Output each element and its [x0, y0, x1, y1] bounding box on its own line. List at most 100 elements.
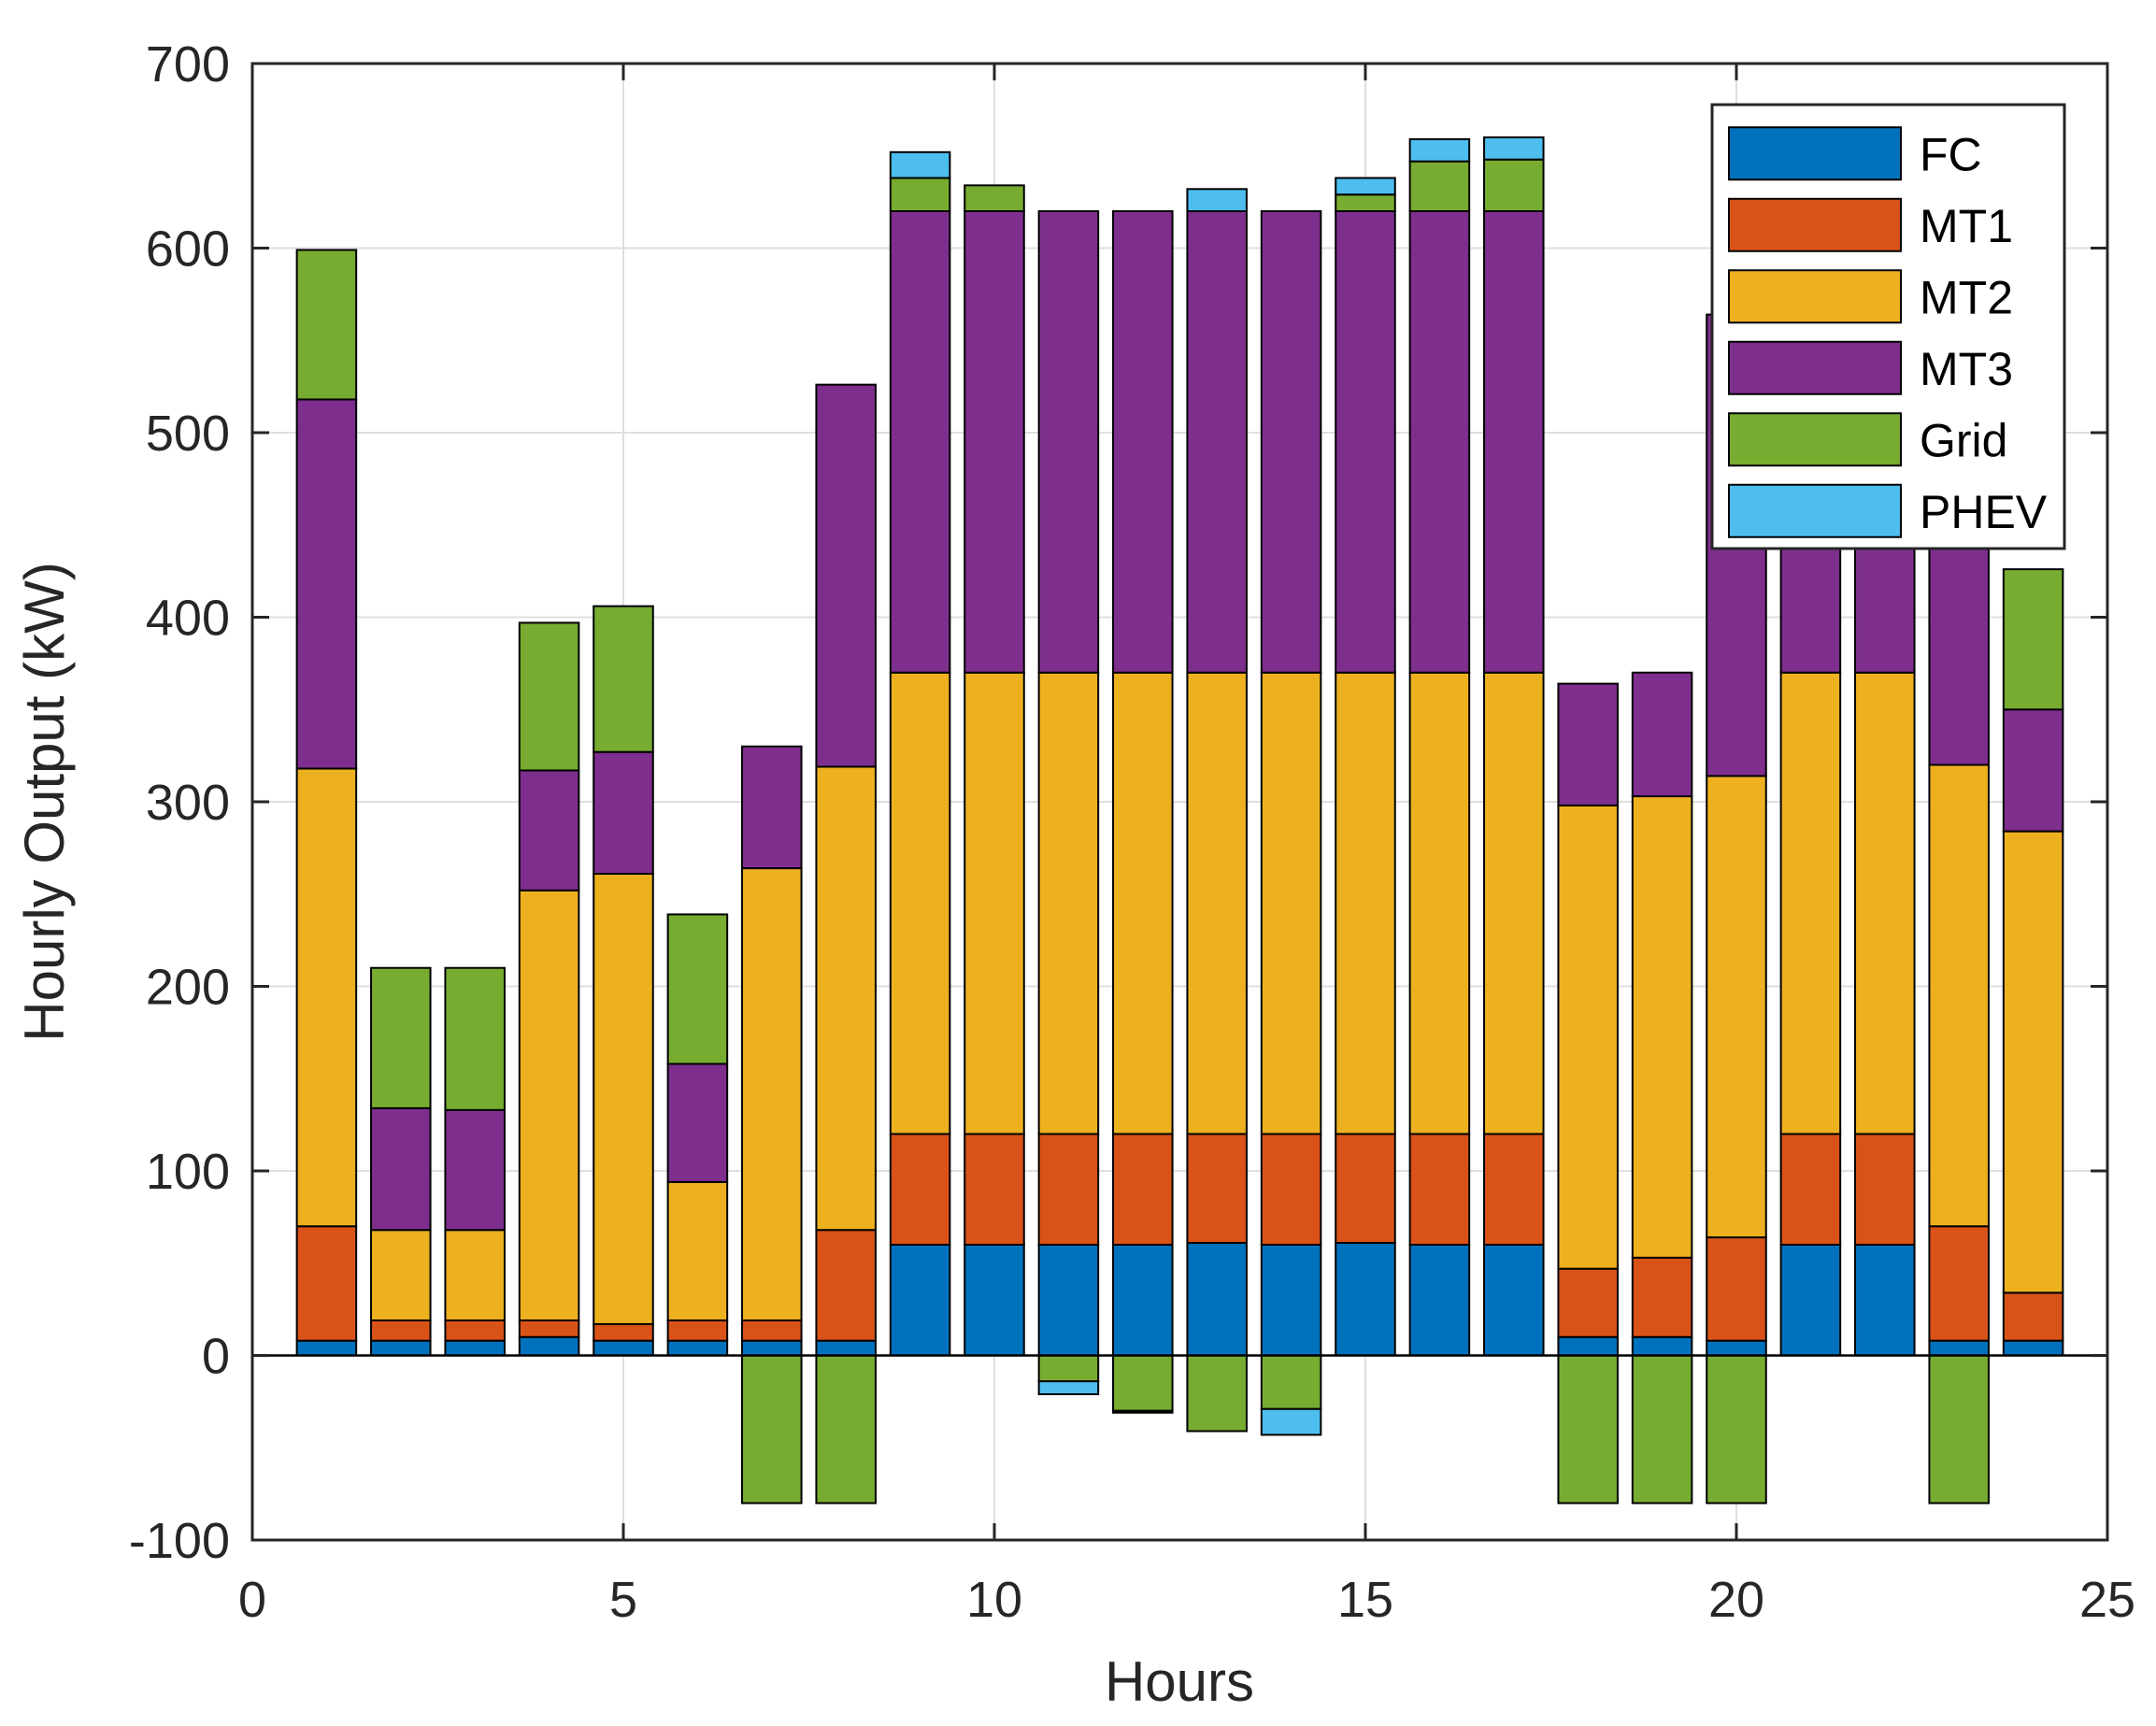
bar-segment-phev-hour-12	[1112, 1409, 1174, 1414]
bar-segment-fc-hour-23	[1928, 1339, 1990, 1357]
bar-segment-fc-hour-16	[1408, 1244, 1471, 1357]
bar-segment-phev-hour-11	[1037, 1380, 1100, 1395]
bar-segment-mt3-hour-17	[1483, 210, 1545, 674]
bar-segment-mt2-hour-4	[518, 889, 580, 1321]
bar-segment-fc-hour-6	[666, 1339, 729, 1357]
bar-segment-mt3-hour-10	[964, 210, 1025, 674]
x-axis-label: Hours	[1105, 1650, 1254, 1713]
bar-segment-mt1-hour-3	[444, 1319, 506, 1342]
bar-segment-grid-hour-14	[1260, 1354, 1322, 1410]
x-tick-label: 5	[609, 1572, 637, 1628]
bar-segment-mt2-hour-7	[741, 867, 803, 1321]
bar-segment-mt2-hour-19	[1631, 795, 1693, 1259]
bar-segment-fc-hour-2	[370, 1339, 432, 1357]
bar-segment-mt1-hour-14	[1260, 1133, 1322, 1246]
y-tick-label: 100	[146, 1144, 230, 1200]
bar-segment-fc-hour-24	[2002, 1339, 2064, 1357]
y-tick-label: 700	[146, 36, 230, 93]
bar-segment-mt1-hour-9	[889, 1133, 951, 1246]
bar-segment-mt1-hour-20	[1706, 1236, 1767, 1342]
legend-label-mt1: MT1	[1920, 200, 2013, 252]
bar-segment-fc-hour-11	[1037, 1244, 1100, 1357]
bar-segment-mt1-hour-22	[1854, 1133, 1916, 1246]
bar-segment-mt2-hour-6	[666, 1180, 729, 1321]
bar-segment-mt3-hour-14	[1260, 210, 1322, 674]
bar-segment-fc-hour-8	[815, 1339, 877, 1357]
bar-segment-grid-hour-15	[1335, 193, 1396, 213]
bar-segment-mt2-hour-22	[1854, 671, 1916, 1135]
bar-segment-mt3-hour-11	[1037, 210, 1100, 674]
bar-segment-mt1-hour-8	[815, 1229, 877, 1342]
bar-segment-fc-hour-12	[1112, 1244, 1174, 1357]
bar-segment-mt2-hour-20	[1706, 775, 1767, 1239]
bar-segment-mt1-hour-11	[1037, 1133, 1100, 1246]
bar-segment-grid-hour-12	[1112, 1354, 1174, 1412]
bar-segment-mt1-hour-24	[2002, 1291, 2064, 1342]
bar-segment-grid-hour-20	[1706, 1354, 1767, 1505]
bar-segment-mt2-hour-13	[1186, 671, 1248, 1135]
bar-segment-grid-hour-18	[1557, 1354, 1619, 1505]
bar-segment-mt2-hour-9	[889, 671, 951, 1135]
bar-segment-fc-hour-10	[964, 1244, 1025, 1357]
bar-segment-phev-hour-17	[1483, 136, 1545, 161]
x-tick-label: 0	[238, 1572, 266, 1628]
bar-segment-mt3-hour-19	[1631, 671, 1693, 798]
legend-swatch-grid	[1728, 412, 1902, 467]
bar-segment-grid-hour-4	[518, 621, 580, 772]
bar-segment-mt2-hour-8	[815, 765, 877, 1232]
bar-segment-fc-hour-13	[1186, 1242, 1248, 1357]
bar-segment-mt2-hour-11	[1037, 671, 1100, 1135]
bar-segment-fc-hour-9	[889, 1244, 951, 1357]
bar-segment-mt2-hour-23	[1928, 763, 1990, 1228]
y-axis-label: Hourly Output (kW)	[13, 562, 76, 1041]
bar-segment-mt3-hour-18	[1557, 682, 1619, 806]
bar-segment-grid-hour-7	[741, 1354, 803, 1505]
bar-segment-mt2-hour-5	[593, 873, 654, 1325]
bar-segment-phev-hour-14	[1260, 1407, 1322, 1436]
bar-segment-mt1-hour-15	[1335, 1133, 1396, 1245]
bar-segment-mt3-hour-7	[741, 745, 803, 870]
y-tick-label: 0	[202, 1329, 230, 1385]
bar-segment-mt3-hour-6	[666, 1063, 729, 1183]
bar-segment-mt2-hour-21	[1779, 671, 1842, 1135]
bar-segment-mt3-hour-4	[518, 769, 580, 892]
bar-segment-mt1-hour-13	[1186, 1133, 1248, 1245]
bar-segment-grid-hour-2	[370, 966, 432, 1109]
bar-segment-grid-hour-6	[666, 913, 729, 1065]
bar-segment-mt2-hour-15	[1335, 671, 1396, 1135]
bar-segment-mt2-hour-18	[1557, 804, 1619, 1270]
bar-segment-mt3-hour-13	[1186, 210, 1248, 674]
x-tick-labels: 0 5 10 15 20 25	[238, 1572, 2135, 1628]
bar-segment-mt1-hour-1	[295, 1225, 358, 1342]
bar-segment-mt2-hour-17	[1483, 671, 1545, 1135]
bar-segment-fc-hour-17	[1483, 1244, 1545, 1357]
bar-segment-grid-hour-24	[2002, 568, 2064, 711]
bar-segment-grid-hour-19	[1631, 1354, 1693, 1505]
bar-segment-mt2-hour-1	[295, 767, 358, 1228]
bar-segment-grid-hour-11	[1037, 1354, 1100, 1383]
bar-segment-mt1-hour-6	[666, 1319, 729, 1342]
bar-segment-fc-hour-7	[741, 1339, 803, 1357]
bar-segment-fc-hour-20	[1706, 1339, 1767, 1357]
bar-segment-mt1-hour-7	[741, 1319, 803, 1342]
bar-segment-mt3-hour-16	[1408, 210, 1471, 674]
bar-segment-fc-hour-1	[295, 1339, 358, 1357]
legend-swatch-mt2	[1728, 269, 1902, 324]
bar-segment-phev-hour-9	[889, 150, 951, 179]
y-tick-label: 400	[146, 591, 230, 647]
legend-swatch-mt3	[1728, 340, 1902, 395]
bar-segment-grid-hour-5	[593, 605, 654, 753]
bars-group	[295, 136, 2064, 1505]
bar-segment-grid-hour-8	[815, 1354, 877, 1505]
legend-swatch-fc	[1728, 126, 1902, 181]
bar-segment-mt3-hour-12	[1112, 210, 1174, 674]
bar-segment-mt1-hour-23	[1928, 1225, 1990, 1342]
legend-swatch-phev	[1728, 483, 1902, 538]
bar-segment-fc-hour-14	[1260, 1244, 1322, 1357]
bar-segment-mt2-hour-12	[1112, 671, 1174, 1135]
x-tick-label: 15	[1337, 1572, 1393, 1628]
bar-segment-fc-hour-18	[1557, 1335, 1619, 1357]
bar-segment-mt3-hour-1	[295, 398, 358, 770]
bar-segment-grid-hour-16	[1408, 160, 1471, 213]
